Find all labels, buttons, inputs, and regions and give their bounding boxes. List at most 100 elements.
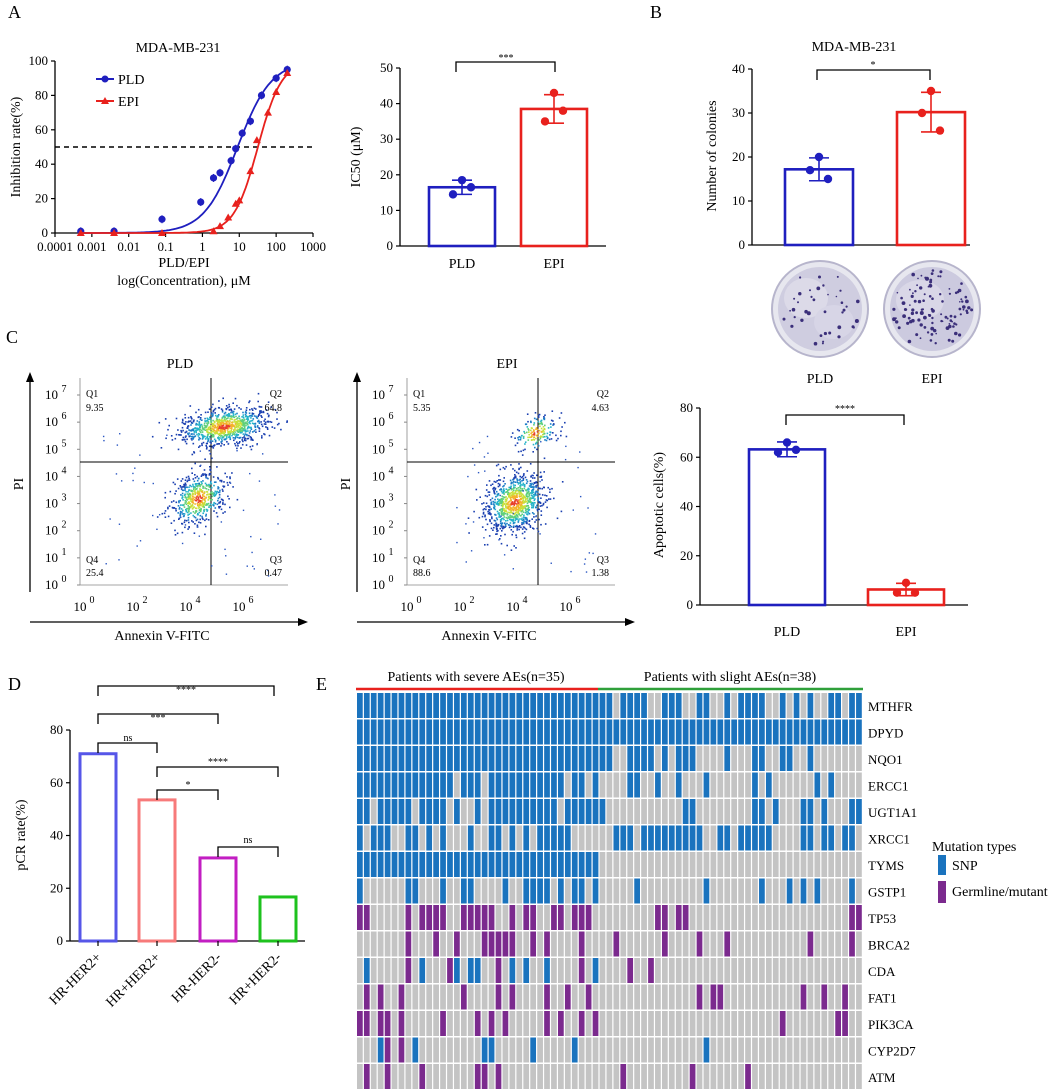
oncoprint-cell <box>509 719 516 745</box>
flow-event <box>191 505 193 508</box>
oncoprint-cell <box>648 719 654 745</box>
oncoprint-cell <box>412 799 419 824</box>
flow-event <box>202 485 204 488</box>
flow-event <box>222 485 224 487</box>
oncoprint-cell <box>842 825 848 851</box>
flow-event <box>512 478 514 481</box>
oncoprint-cell <box>564 958 571 983</box>
oncoprint-cell <box>481 693 488 718</box>
flow-event <box>203 498 206 501</box>
flow-event <box>267 569 269 572</box>
flow-event <box>552 423 555 425</box>
flow-event <box>488 513 491 515</box>
ic50-point <box>540 117 550 126</box>
colony-dot-epi <box>964 295 968 299</box>
colony-dot-epi <box>948 292 952 295</box>
flow-event <box>531 492 533 494</box>
flow-event <box>508 496 511 498</box>
flow-xlabel: Annexin V-FITC <box>114 629 209 644</box>
oncoprint-cell <box>627 984 634 1010</box>
oncoprint-cell <box>800 746 807 771</box>
flow-event <box>179 514 181 517</box>
flow-event <box>521 532 524 535</box>
flow-event <box>230 424 232 426</box>
oncoprint-cell <box>419 984 426 1010</box>
flow-event <box>207 438 209 441</box>
oncoprint-cell <box>689 905 696 930</box>
flow-event <box>233 429 235 432</box>
oncoprint-cell <box>433 746 439 771</box>
flow-event <box>199 495 201 497</box>
flow-event <box>156 528 158 531</box>
flow-event <box>528 493 530 496</box>
flow-event <box>268 414 270 417</box>
oncoprint-cell <box>599 1011 606 1036</box>
flow-event <box>517 508 520 510</box>
flow-event <box>235 435 237 438</box>
oncoprint-cell <box>592 878 599 904</box>
legend-pld-marker <box>101 75 109 83</box>
oncoprint-cell <box>509 958 516 983</box>
oncoprint-cell <box>779 772 786 798</box>
flow-event <box>497 492 500 495</box>
oncoprint-cell <box>495 693 502 718</box>
oncoprint-cell <box>696 931 703 957</box>
oncoprint-cell <box>558 746 564 771</box>
oncoprint-cell <box>454 719 460 745</box>
flow-event <box>503 477 505 479</box>
flow-event <box>221 420 223 422</box>
oncoprint-cell <box>717 772 724 798</box>
flow-event <box>186 511 189 514</box>
oncoprint-cell <box>454 825 460 851</box>
flow-event <box>258 430 261 432</box>
flow-event <box>220 423 223 426</box>
oncoprint-cell <box>613 772 620 798</box>
colony-dot-epi <box>917 277 919 280</box>
oncoprint-cell <box>467 958 474 983</box>
oncoprint-cell <box>717 1011 724 1036</box>
flow-event <box>212 447 215 449</box>
oncoprint-cell <box>849 852 855 877</box>
colony-dot-pld <box>854 319 859 323</box>
flow-event <box>470 550 473 552</box>
flow-event <box>532 504 535 506</box>
flow-event <box>518 493 521 495</box>
flow-event <box>208 418 210 420</box>
oncoprint-cell <box>821 1064 828 1089</box>
flow-event <box>208 495 211 498</box>
flow-event <box>522 519 524 522</box>
flow-event <box>540 510 543 512</box>
flow-event <box>180 434 182 436</box>
oncoprint-cell <box>696 852 703 877</box>
flow-event <box>499 538 501 540</box>
flow-ytick-exp: 3 <box>62 493 67 504</box>
oncoprint-cell <box>793 1037 800 1063</box>
flow-event <box>497 482 500 485</box>
oncoprint-cell <box>849 958 855 983</box>
flow-event <box>203 422 206 425</box>
oncoprint-cell <box>467 931 474 957</box>
oncoprint-cell <box>661 693 668 718</box>
flow-event <box>512 482 514 484</box>
apoptosis-ytick: 40 <box>680 499 693 514</box>
flow-event <box>521 517 523 520</box>
flow-event <box>230 415 232 418</box>
flow-event <box>184 519 186 522</box>
flow-event <box>540 514 543 516</box>
oncoprint-cell <box>495 905 502 930</box>
flow-event <box>185 476 188 479</box>
flow-event <box>482 508 485 511</box>
oncoprint-cell <box>599 719 606 745</box>
flow-event <box>203 492 205 495</box>
colony-dot-pld <box>828 331 832 335</box>
flow-event <box>185 435 187 437</box>
flow-event <box>207 428 209 431</box>
flow-event <box>502 480 505 483</box>
oncoprint-cell <box>703 746 710 771</box>
flow-event <box>244 439 247 442</box>
flow-event <box>203 469 206 471</box>
flow-event <box>160 447 163 449</box>
flow-event <box>523 526 526 529</box>
flow-event <box>499 494 501 497</box>
ic50-xtick-epi: EPI <box>544 257 565 272</box>
